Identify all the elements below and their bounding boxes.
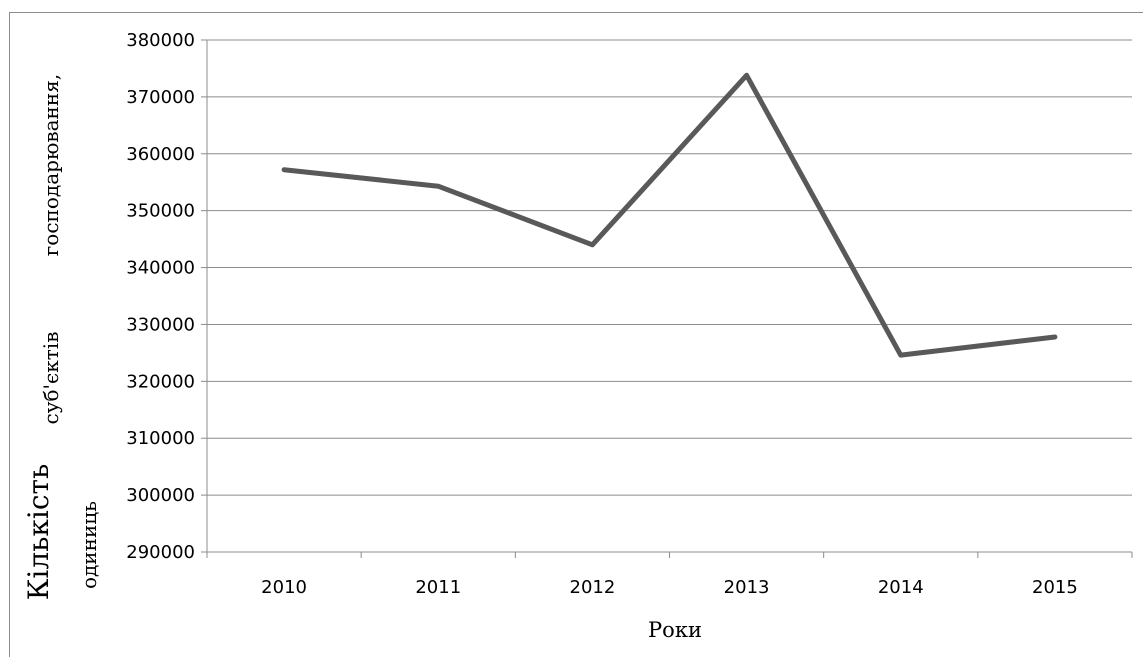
y-tick-label: 360000: [126, 144, 195, 165]
y-tick-label: 290000: [126, 542, 195, 563]
x-tick-label: 2010: [261, 577, 307, 598]
chart-frame: [9, 12, 1143, 657]
x-tick-label: 2011: [415, 577, 461, 598]
y-tick-label: 300000: [126, 485, 195, 506]
y-tick-label: 320000: [126, 371, 195, 392]
y-axis-label-part-4: одиниць: [77, 501, 101, 589]
x-axis-label: Роки: [648, 618, 702, 642]
y-axis-label-part-1: господарювання,: [39, 74, 63, 256]
y-tick-label: 380000: [126, 30, 195, 51]
x-tick-label: 2015: [1032, 577, 1078, 598]
y-tick-label: 350000: [126, 201, 195, 222]
y-tick-label: 340000: [126, 258, 195, 279]
y-tick-label: 330000: [126, 314, 195, 335]
y-tick-label: 310000: [126, 428, 195, 449]
y-axis-label-part-2: суб'єктів: [39, 332, 63, 425]
series-line: [281, 72, 1058, 358]
x-tick-label: 2012: [570, 577, 616, 598]
y-axis-label-part-3: Кількість: [22, 464, 55, 601]
y-tick-label: 370000: [126, 87, 195, 108]
x-tick-label: 2013: [724, 577, 770, 598]
x-tick-label: 2014: [878, 577, 924, 598]
